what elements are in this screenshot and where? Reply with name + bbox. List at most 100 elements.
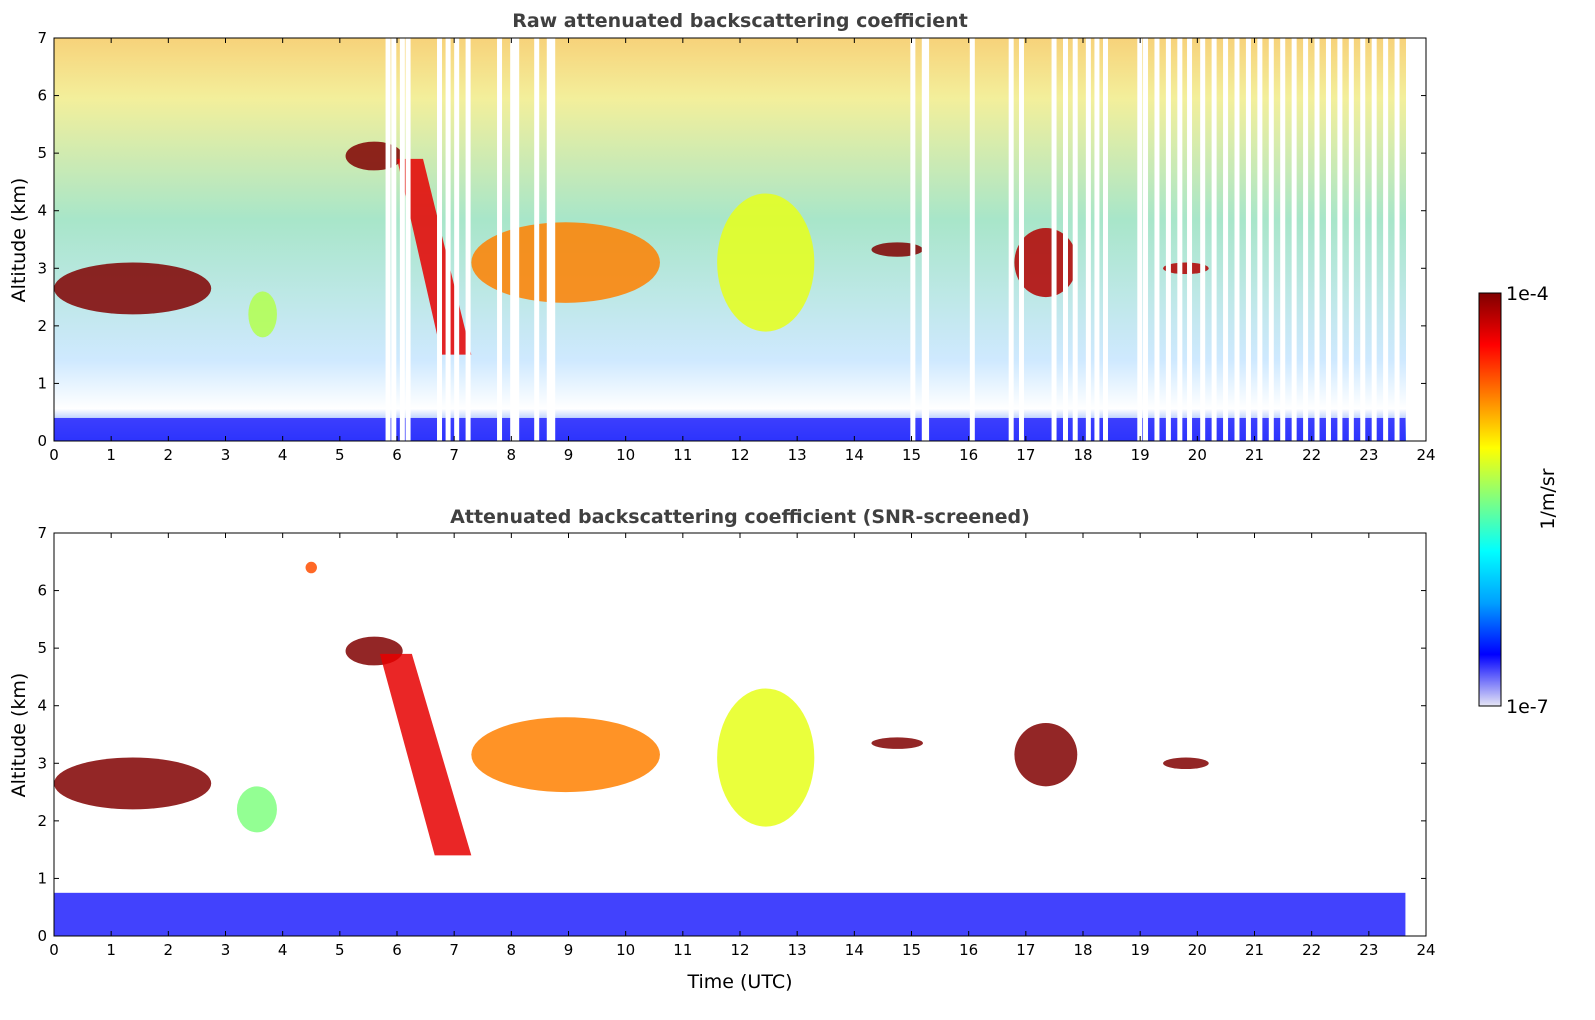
data-gap-37 [1257, 38, 1263, 441]
x-tick-label: 23 [1359, 941, 1378, 959]
cloud-feature-1 [248, 291, 277, 338]
cloud-feature-4 [379, 653, 472, 856]
x-tick-label: 24 [1416, 446, 1435, 464]
data-gap-11 [534, 38, 540, 441]
panel-screened-plot-area [54, 561, 1406, 936]
data-gap-1 [391, 38, 397, 441]
panel-raw-x-axis: 0 1 2 3 4 5 6 7 8 9 10 11 12 13 14 15 16 17 18 19 20 21 22 23 24 [49, 38, 1436, 464]
data-gap-50 [1405, 38, 1411, 441]
x-tick-label: 9 [564, 446, 574, 464]
x-tick-label: 19 [1131, 446, 1150, 464]
cloud-feature-7 [1014, 227, 1078, 298]
x-tick-label: 11 [673, 941, 692, 959]
no-data-region [1408, 38, 1426, 441]
data-gap-38 [1268, 38, 1274, 441]
colorbar: 1e-4 1e-7 1/m/sr [1478, 283, 1559, 718]
x-tick-label: 2 [164, 941, 174, 959]
data-gap-10 [514, 38, 520, 441]
cloud-feature-8 [1163, 262, 1209, 275]
data-gap-4 [437, 38, 443, 441]
x-tick-label: 4 [278, 446, 288, 464]
x-tick-label: 12 [730, 446, 749, 464]
x-tick-label: 21 [1245, 446, 1264, 464]
panel-raw: Raw attenuated backscattering coefficien… [8, 10, 1436, 464]
x-tick-label: 24 [1416, 941, 1435, 959]
data-gap-3 [405, 38, 411, 441]
cloud-feature-0 [54, 262, 212, 315]
panel-screened-y-axis: 0 1 2 3 4 5 6 7 [37, 524, 1426, 945]
data-gap-13 [550, 38, 556, 441]
x-tick-label: 8 [507, 941, 517, 959]
data-gap-49 [1394, 38, 1400, 441]
data-gap-5 [445, 38, 451, 441]
data-gap-34 [1223, 38, 1229, 441]
x-tick-label: 13 [788, 446, 807, 464]
data-gap-44 [1337, 38, 1343, 441]
data-gap-17 [969, 38, 975, 441]
colorbar-min-label: 1e-7 [1506, 696, 1549, 718]
data-gap-26 [1137, 38, 1143, 441]
x-tick-label: 17 [1016, 941, 1035, 959]
data-gap-24 [1094, 38, 1100, 441]
cloud-feature-6 [717, 688, 815, 827]
y-tick-label: 4 [37, 202, 47, 220]
y-tick-label: 7 [37, 29, 47, 47]
data-gap-9 [510, 38, 516, 441]
x-tick-label: 18 [1073, 941, 1092, 959]
panel-raw-title: Raw attenuated backscattering coefficien… [512, 10, 968, 32]
data-gap-48 [1383, 38, 1389, 441]
panel-screened-title: Attenuated backscattering coefficient (S… [450, 506, 1030, 528]
x-tick-label: 14 [845, 446, 864, 464]
cloud-feature-6 [871, 242, 923, 257]
x-tick-label: 23 [1359, 446, 1378, 464]
x-tick-label: 9 [564, 941, 574, 959]
data-gap-28 [1154, 38, 1160, 441]
cloud-feature-5 [471, 717, 660, 793]
data-gap-36 [1245, 38, 1251, 441]
panel-screened-x-axis: 0 1 2 3 4 5 6 7 8 9 10 11 12 13 14 15 16 17 18 19 20 21 22 23 24 [49, 533, 1436, 959]
y-tick-label: 2 [37, 812, 47, 830]
data-gap-42 [1314, 38, 1320, 441]
panel-screened: Attenuated backscattering coefficient (S… [8, 506, 1436, 993]
data-gap-35 [1234, 38, 1240, 441]
panel-raw-y-axis: 0 1 2 3 4 5 6 7 [37, 29, 1426, 450]
y-tick-label: 0 [37, 432, 47, 450]
x-tick-label: 13 [788, 941, 807, 959]
y-tick-label: 3 [37, 754, 47, 772]
data-gap-22 [1072, 38, 1078, 441]
x-tick-label: 20 [1188, 446, 1207, 464]
cloud-feature-1 [236, 786, 277, 833]
data-gap-29 [1165, 38, 1171, 441]
y-tick-label: 3 [37, 259, 47, 277]
y-tick-label: 5 [37, 144, 47, 162]
cloud-feature-2 [305, 561, 317, 574]
cloud-feature-9 [1163, 757, 1209, 770]
cloud-feature-5 [717, 193, 815, 332]
data-gap-39 [1280, 38, 1286, 441]
data-gap-0 [385, 38, 391, 441]
x-tick-label: 17 [1016, 446, 1035, 464]
colorbar-unit-label: 1/m/sr [1537, 468, 1559, 529]
y-tick-label: 6 [37, 582, 47, 600]
y-tick-label: 2 [37, 317, 47, 335]
x-tick-label: 10 [616, 941, 635, 959]
y-tick-label: 0 [37, 927, 47, 945]
x-tick-label: 0 [49, 941, 59, 959]
data-gap-47 [1371, 38, 1377, 441]
data-gap-20 [1051, 38, 1057, 441]
data-gap-16 [924, 38, 930, 441]
x-tick-label: 12 [730, 941, 749, 959]
data-gap-23 [1085, 38, 1091, 441]
x-tick-label: 7 [449, 941, 459, 959]
x-tick-label: 3 [221, 446, 231, 464]
y-tick-label: 1 [37, 869, 47, 887]
x-tick-label: 18 [1073, 446, 1092, 464]
x-tick-label: 8 [507, 446, 517, 464]
cloud-feature-8 [1014, 722, 1078, 787]
data-gap-2 [399, 38, 405, 441]
data-gap-30 [1177, 38, 1183, 441]
data-gap-12 [546, 38, 552, 441]
y-tick-label: 6 [37, 87, 47, 105]
cloud-feature-3 [397, 158, 472, 355]
